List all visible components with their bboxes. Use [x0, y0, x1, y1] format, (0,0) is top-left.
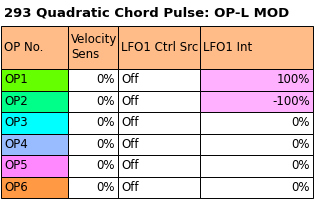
Bar	[200, 134, 313, 155]
Text: LFO1 Int: LFO1 Int	[203, 41, 252, 54]
Bar	[68, 69, 118, 91]
Text: 0%: 0%	[96, 73, 115, 86]
Text: OP6: OP6	[4, 181, 28, 194]
Text: LFO1 Ctrl Src: LFO1 Ctrl Src	[121, 41, 198, 54]
Text: 0%: 0%	[291, 181, 310, 194]
Text: 0%: 0%	[96, 181, 115, 194]
Text: 293 Quadratic Chord Pulse: OP-L MOD: 293 Quadratic Chord Pulse: OP-L MOD	[4, 7, 289, 20]
Text: 0%: 0%	[96, 116, 115, 129]
Text: OP4: OP4	[4, 138, 28, 151]
Bar	[200, 91, 313, 112]
Text: Off: Off	[121, 159, 138, 172]
Bar	[200, 177, 313, 198]
Text: 0%: 0%	[96, 95, 115, 108]
Bar	[68, 134, 118, 155]
Bar	[200, 26, 313, 69]
Bar	[200, 112, 313, 134]
Text: Off: Off	[121, 116, 138, 129]
Bar	[118, 26, 200, 69]
Text: OP No.: OP No.	[4, 41, 43, 54]
Bar	[118, 134, 200, 155]
Bar	[118, 69, 200, 91]
Text: OP1: OP1	[4, 73, 28, 86]
Bar	[1, 155, 68, 177]
Bar	[68, 177, 118, 198]
Bar	[200, 69, 313, 91]
Bar	[118, 155, 200, 177]
Bar	[200, 155, 313, 177]
Text: 0%: 0%	[96, 138, 115, 151]
Text: -100%: -100%	[272, 95, 310, 108]
Text: Off: Off	[121, 138, 138, 151]
Text: OP2: OP2	[4, 95, 28, 108]
Bar	[68, 155, 118, 177]
Bar	[1, 91, 68, 112]
Bar	[1, 112, 68, 134]
Bar	[68, 112, 118, 134]
Text: 0%: 0%	[291, 159, 310, 172]
Text: 0%: 0%	[291, 138, 310, 151]
Text: 0%: 0%	[96, 159, 115, 172]
Bar	[1, 134, 68, 155]
Bar	[118, 112, 200, 134]
Text: Off: Off	[121, 95, 138, 108]
Bar	[68, 26, 118, 69]
Bar	[118, 177, 200, 198]
Text: Off: Off	[121, 73, 138, 86]
Bar	[118, 91, 200, 112]
Text: OP5: OP5	[4, 159, 28, 172]
Bar	[1, 26, 68, 69]
Text: 100%: 100%	[277, 73, 310, 86]
Text: Off: Off	[121, 181, 138, 194]
Text: OP3: OP3	[4, 116, 28, 129]
Bar	[68, 91, 118, 112]
Bar	[1, 177, 68, 198]
Text: Velocity
Sens: Velocity Sens	[71, 33, 117, 61]
Text: 0%: 0%	[291, 116, 310, 129]
Bar	[1, 69, 68, 91]
